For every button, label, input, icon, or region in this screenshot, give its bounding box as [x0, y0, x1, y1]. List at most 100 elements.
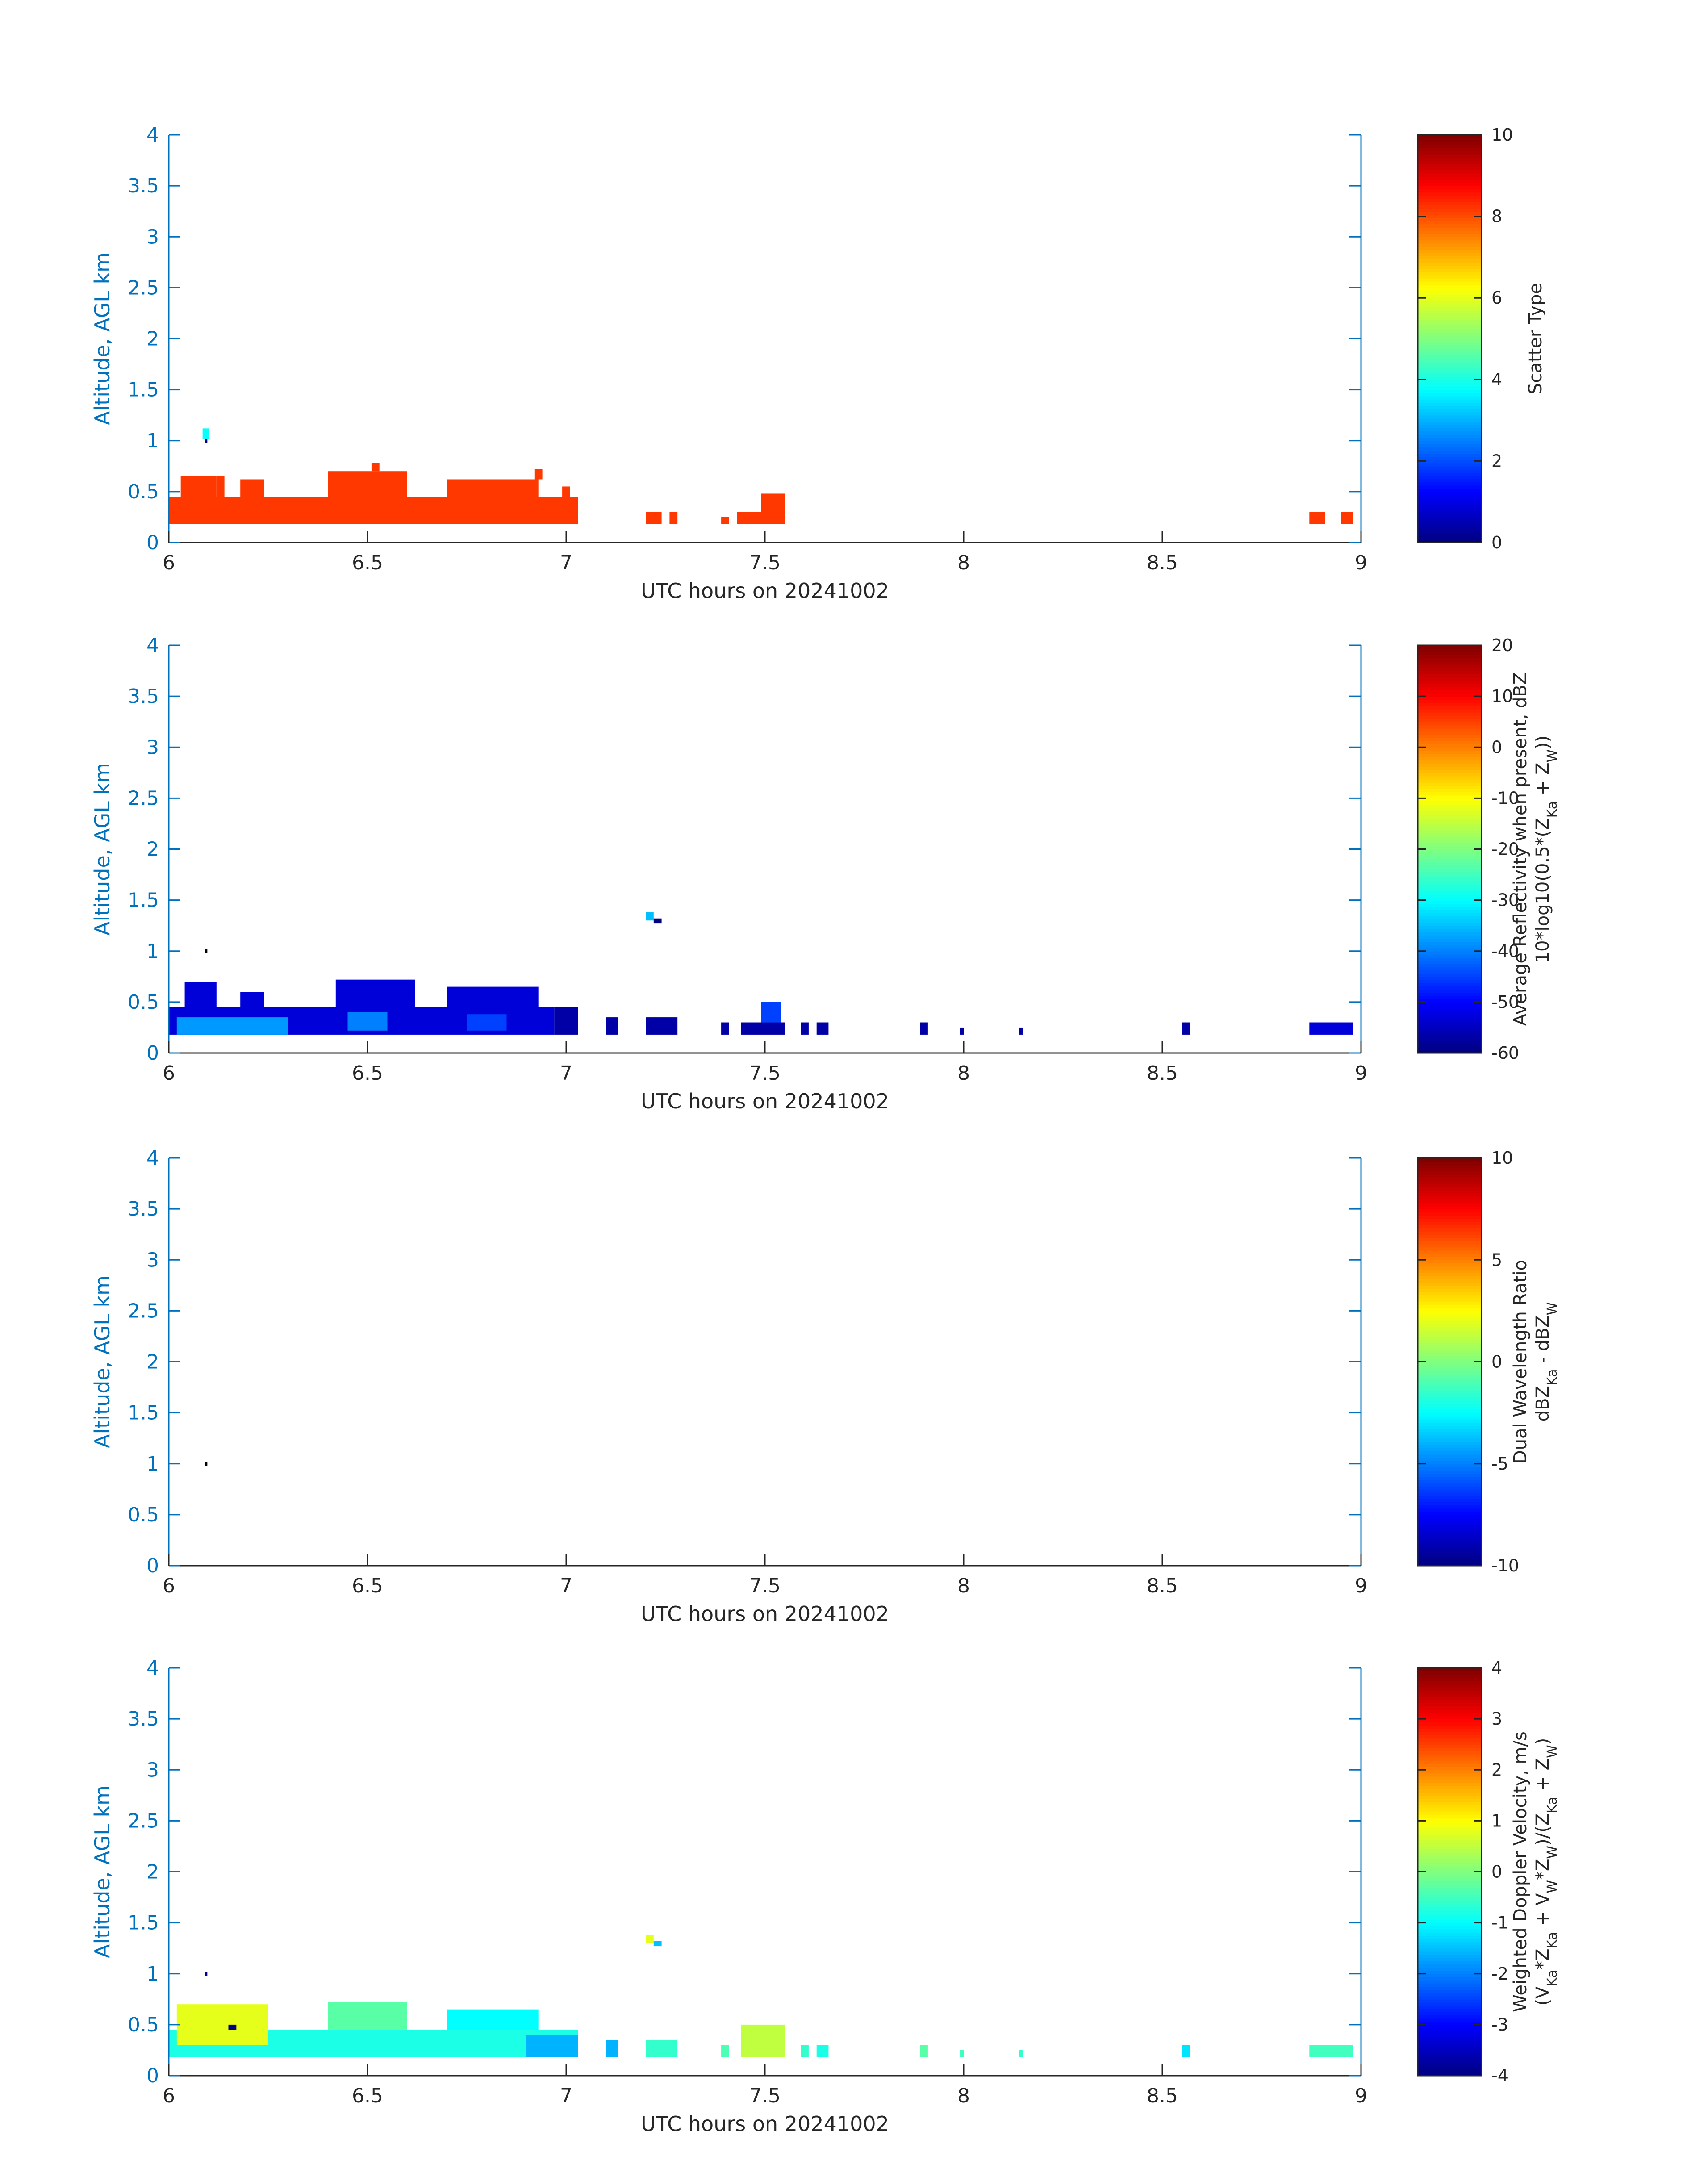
data-cell-14 — [761, 1002, 781, 1023]
x-tick-label: 7 — [560, 1575, 572, 1597]
colorbar-segment — [1418, 144, 1482, 148]
colorbar-segment — [1418, 1339, 1482, 1343]
colorbar-segment — [1418, 1224, 1482, 1228]
data-cell-8 — [467, 1014, 507, 1031]
colorbar-segment — [1418, 712, 1482, 716]
colorbar-segment — [1418, 355, 1482, 359]
colorbar-segment — [1418, 377, 1482, 381]
colorbar-segment — [1418, 1700, 1482, 1704]
colorbar-segment — [1418, 756, 1482, 760]
colorbar-segment — [1418, 1852, 1482, 1856]
colorbar-segment — [1418, 976, 1482, 980]
y-tick-label: 1 — [146, 1963, 159, 1985]
colorbar-segment — [1418, 460, 1482, 464]
colorbar-segment — [1418, 2018, 1482, 2022]
colorbar-segment — [1418, 1037, 1482, 1041]
data-cell-13 — [741, 1022, 785, 1035]
colorbar-tick-label: 2 — [1491, 1760, 1502, 1780]
colorbar-segment — [1418, 1496, 1482, 1500]
colorbar-segment — [1418, 1744, 1482, 1748]
colorbar-label: Dual Wavelength Ratio — [1510, 1260, 1531, 1464]
colorbar-segment — [1418, 1773, 1482, 1777]
y-tick-label: 0 — [146, 1042, 159, 1065]
panel-3: 0 0.5 1 1.5 2 2.5 3 3.5 4 6 6.5 7 7.5 8 8.5 9 UTC hours … — [90, 1147, 1560, 1626]
y-tick-label: 0 — [146, 1554, 159, 1577]
colorbar-segment — [1418, 1821, 1482, 1825]
colorbar-tick-label: -10 — [1491, 788, 1519, 808]
colorbar-segment — [1418, 1429, 1482, 1433]
colorbar-segment — [1418, 667, 1482, 671]
colorbar-tick-label: -60 — [1491, 1043, 1519, 1063]
colorbar-tick-label: -20 — [1491, 840, 1519, 859]
colorbar-segment — [1418, 677, 1482, 681]
colorbar-segment — [1418, 1349, 1482, 1353]
colorbar-segment — [1418, 1818, 1482, 1822]
colorbar-segment — [1418, 319, 1482, 323]
colorbar-segment — [1418, 409, 1482, 413]
colorbar-tick-label: 10 — [1491, 686, 1513, 706]
x-tick-label: 6.5 — [352, 1062, 383, 1085]
colorbar-segment — [1418, 922, 1482, 926]
colorbar-segment — [1418, 750, 1482, 754]
colorbar-segment — [1418, 1479, 1482, 1483]
colorbar-segment — [1418, 706, 1482, 710]
colorbar-segment — [1418, 1754, 1482, 1758]
colorbar-segment — [1418, 1668, 1482, 1671]
colorbar-tick-label: 5 — [1491, 1250, 1502, 1270]
data-cell-10 — [741, 2024, 785, 2057]
colorbar-segment — [1418, 504, 1482, 508]
colorbar-segment — [1418, 450, 1482, 454]
colorbar-segment — [1418, 1275, 1482, 1279]
colorbar-segment — [1418, 1368, 1482, 1372]
colorbar-segment — [1418, 1308, 1482, 1312]
colorbar-segment — [1418, 1285, 1482, 1289]
colorbar-segment — [1418, 1333, 1482, 1337]
colorbar-segment — [1418, 234, 1482, 238]
colorbar-label: Average Reflectivity when present, dBZ — [1510, 673, 1531, 1026]
colorbar-tick-label: 0 — [1491, 1862, 1502, 1882]
colorbar-segment — [1418, 1345, 1482, 1350]
data-cell-19 — [653, 1941, 662, 1947]
colorbar-segment — [1418, 307, 1482, 311]
colorbar-segment — [1418, 1779, 1482, 1783]
colorbar-segment — [1418, 1725, 1482, 1729]
colorbar-segment — [1418, 995, 1482, 999]
colorbar-segment — [1418, 1202, 1482, 1206]
colorbar-segment — [1418, 373, 1482, 377]
data-cell-7 — [447, 479, 539, 497]
x-tick-label: 9 — [1355, 552, 1367, 574]
colorbar-segment — [1418, 259, 1482, 263]
colorbar-segment — [1418, 1393, 1482, 1397]
colorbar-segment — [1418, 986, 1482, 990]
colorbar-segment — [1418, 1448, 1482, 1452]
y-tick-label: 3.5 — [128, 685, 159, 708]
colorbar-segment — [1418, 1935, 1482, 1939]
colorbar-segment — [1418, 979, 1482, 983]
colorbar-segment — [1418, 1400, 1482, 1404]
data-cell-2 — [176, 2004, 268, 2045]
colorbar-segment — [1418, 399, 1482, 403]
colorbar-segment — [1418, 728, 1482, 732]
colorbar-segment — [1418, 1043, 1482, 1047]
colorbar-segment — [1418, 1355, 1482, 1359]
colorbar-segment — [1418, 944, 1482, 949]
colorbar-segment — [1418, 1323, 1482, 1327]
colorbar-segment — [1418, 2021, 1482, 2025]
colorbar-segment — [1418, 2015, 1482, 2019]
colorbar-segment — [1418, 785, 1482, 789]
colorbar-segment — [1418, 1218, 1482, 1222]
colorbar-segment — [1418, 1878, 1482, 1882]
data-cell-9 — [721, 2045, 729, 2057]
data-cell-22 — [646, 912, 654, 921]
colorbar-segment — [1418, 680, 1482, 684]
colorbar-segment — [1418, 1540, 1482, 1544]
colorbar-segment — [1418, 1381, 1482, 1385]
colorbar-segment — [1418, 852, 1482, 856]
colorbar-segment — [1418, 1358, 1482, 1362]
colorbar-segment — [1418, 1894, 1482, 1898]
colorbar-segment — [1418, 1929, 1482, 1933]
colorbar-segment — [1418, 1457, 1482, 1461]
colorbar-segment — [1418, 2006, 1482, 2010]
colorbar-segment — [1418, 1690, 1482, 1694]
colorbar-segment — [1418, 2050, 1482, 2054]
